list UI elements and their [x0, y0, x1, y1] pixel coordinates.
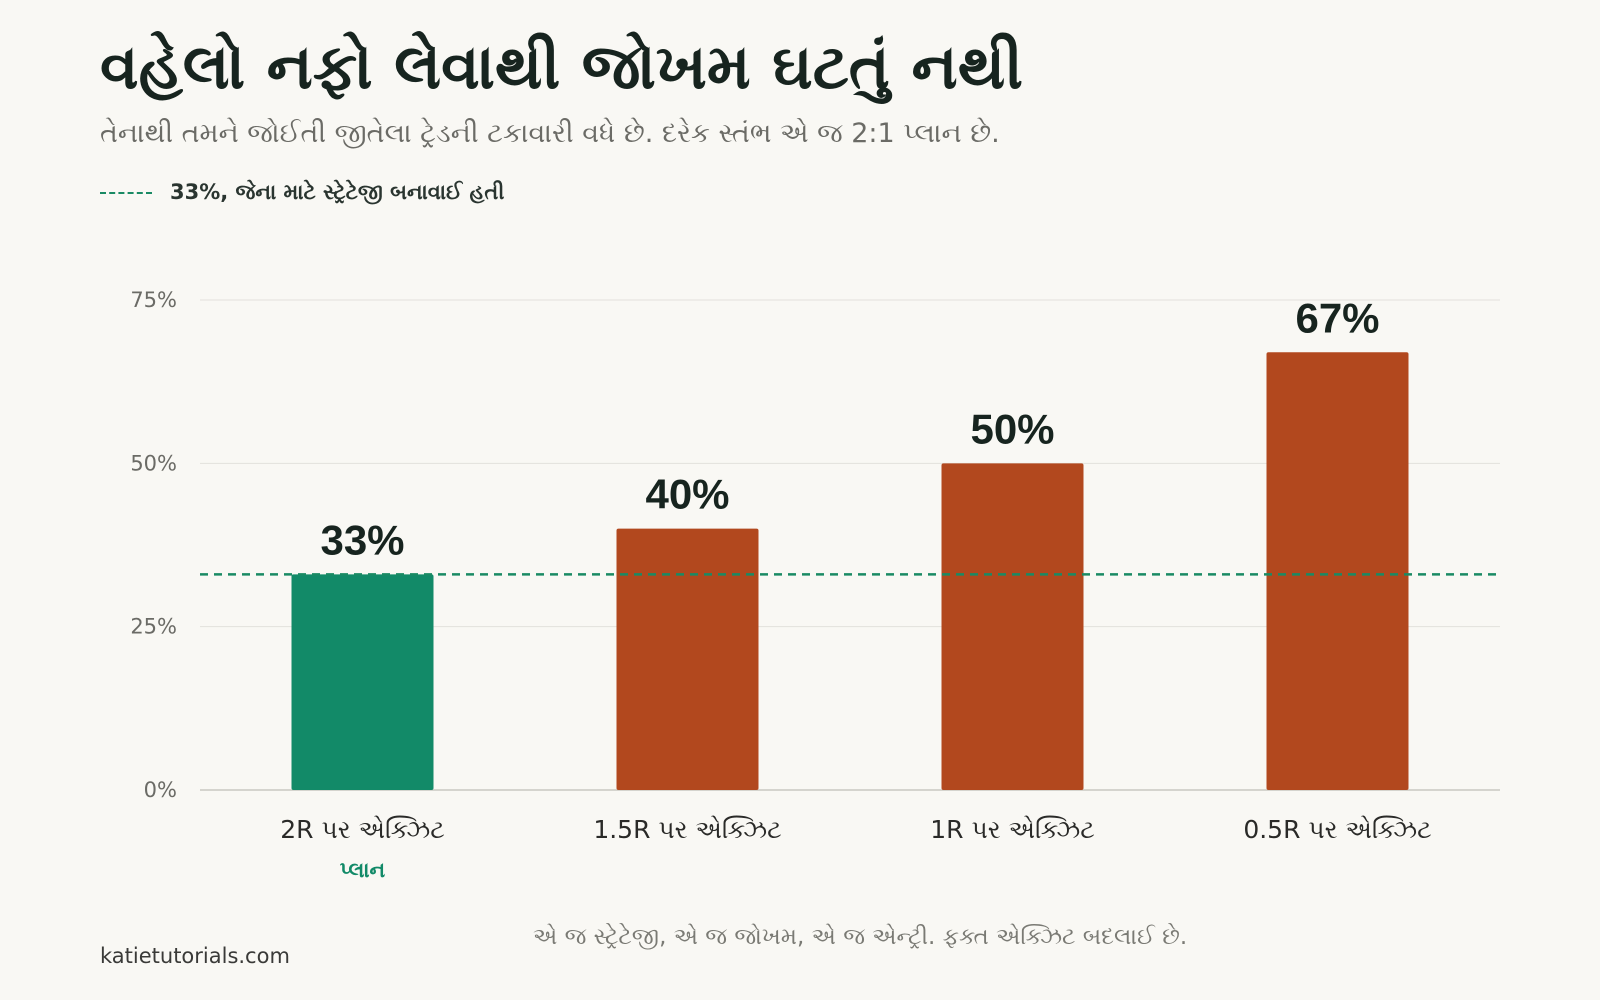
- data-label: 50%: [970, 405, 1054, 452]
- x-tick-label: 1.5R પર એક્ઝિટ: [593, 815, 781, 844]
- plan-sublabel: પ્લાન: [340, 858, 386, 882]
- page-title: વહેલો નફો લેવાથી જોખમ ઘટતું નથી: [100, 30, 1023, 103]
- data-label: 67%: [1295, 294, 1379, 341]
- bar: [941, 463, 1084, 790]
- bar: [1266, 352, 1409, 790]
- legend-label: 33%, જેના માટે સ્ટ્રેટેજી બનાવાઈ હતી: [170, 180, 505, 204]
- legend-dashed-line-icon: [100, 191, 152, 194]
- legend: 33%, જેના માટે સ્ટ્રેટેજી બનાવાઈ હતી: [100, 180, 504, 205]
- x-tick-label: 0.5R પર એક્ઝિટ: [1243, 815, 1431, 844]
- footer-source[interactable]: katietutorials.com: [100, 944, 290, 968]
- y-tick-label: 75%: [130, 288, 177, 312]
- data-label: 40%: [645, 471, 729, 518]
- y-tick-label: 25%: [130, 615, 177, 639]
- y-tick-label: 50%: [130, 451, 177, 475]
- x-tick-label: 1R પર એક્ઝિટ: [930, 815, 1095, 844]
- bar-chart: 0% 25% 50% 75% 33% 2R પર એક્ઝિટ પ્લાન 40% 1.5R પ…: [130, 288, 1500, 882]
- data-label: 33%: [320, 516, 404, 563]
- bar: [616, 528, 759, 790]
- x-tick-label: 2R પર એક્ઝિટ: [280, 815, 445, 844]
- footer-note: એ જ સ્ટ્રેટેજી, એ જ જોખમ, એ જ એન્ટ્રી. ફ…: [533, 924, 1188, 950]
- y-tick-label: 0%: [144, 778, 177, 802]
- bar: [291, 574, 434, 790]
- page-subtitle: તેનાથી તમને જોઈતી જીતેલા ટ્રેડની ટકાવારી…: [100, 118, 1000, 149]
